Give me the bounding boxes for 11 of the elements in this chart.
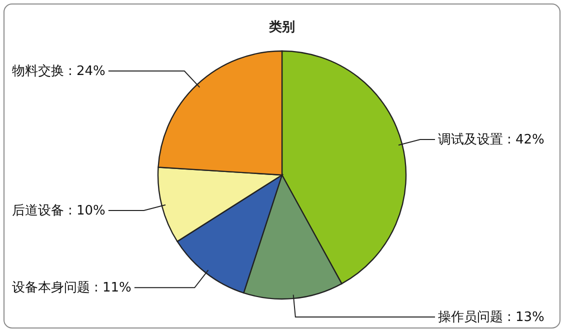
slice-label: 物料交换	[12, 63, 64, 80]
data-label: : 13%	[507, 310, 544, 325]
slice-label: 后道设备	[12, 203, 64, 218]
data-label: : 24%	[68, 64, 106, 80]
slice-label: 操作员问题	[438, 310, 503, 325]
slice-label: 调试及设置	[438, 132, 503, 148]
chart-title: 类别	[268, 20, 295, 35]
data-label: : 10%	[68, 203, 106, 218]
data-label: : 11%	[94, 280, 132, 296]
data-label: : 42%	[507, 132, 544, 148]
slice-label: 设备本身问题	[12, 280, 90, 296]
